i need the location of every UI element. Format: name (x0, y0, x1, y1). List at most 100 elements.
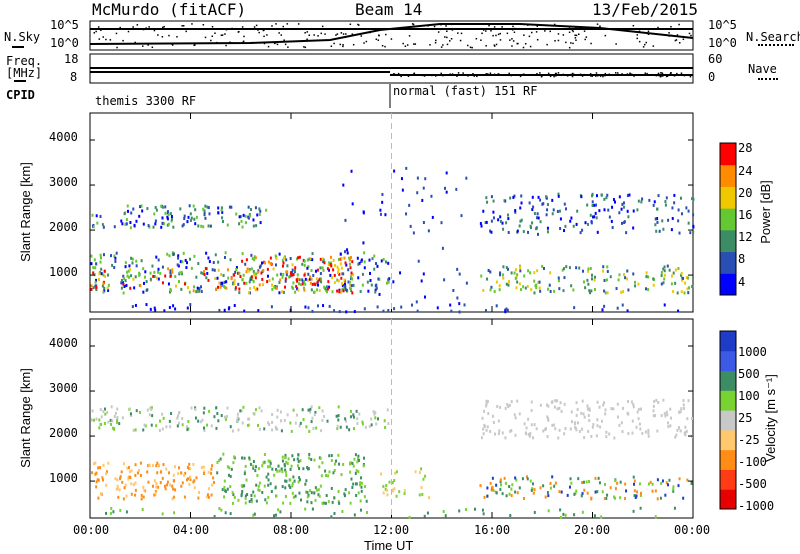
heatmap-cell (267, 465, 270, 469)
heatmap-cell (658, 229, 661, 233)
heatmap-cell (670, 416, 673, 420)
nsearch-dot (231, 42, 234, 44)
heatmap-cell (165, 425, 168, 429)
heatmap-cell (338, 501, 341, 505)
heatmap-cell (553, 289, 556, 293)
heatmap-cell (102, 225, 105, 229)
heatmap-cell (119, 508, 122, 512)
heatmap-cell (282, 272, 285, 276)
heatmap-cell (682, 276, 685, 280)
heatmap-cell (640, 491, 643, 495)
heatmap-cell (530, 400, 533, 404)
heatmap-cell (189, 303, 192, 307)
heatmap-cell (175, 284, 178, 288)
nsearch-dot (557, 39, 560, 42)
heatmap-cell (116, 478, 119, 482)
heatmap-cell (617, 278, 620, 282)
heatmap-cell (595, 194, 598, 198)
nsearch-dot (360, 35, 363, 37)
heatmap-cell (426, 511, 429, 515)
heatmap-cell (600, 419, 603, 423)
nsearch-dot (596, 23, 599, 25)
heatmap-cell (284, 279, 287, 283)
heatmap-cell (581, 492, 584, 496)
nsearch-dot (482, 29, 485, 31)
heatmap-cell (649, 480, 652, 484)
heatmap-cell (312, 291, 315, 295)
heatmap-cell (136, 471, 139, 475)
heatmap-cell (541, 264, 544, 268)
heatmap-cell (588, 418, 591, 422)
heatmap-cell (513, 413, 516, 417)
heatmap-cell (664, 200, 667, 204)
heatmap-cell (537, 281, 540, 285)
nave-dot (390, 73, 393, 76)
heatmap-cell (428, 496, 431, 500)
nave-dot (472, 74, 475, 76)
heatmap-cell (345, 419, 348, 423)
heatmap-cell (278, 280, 281, 284)
heatmap-cell (95, 284, 98, 288)
heatmap-cell (387, 308, 390, 312)
heatmap-cell (582, 412, 585, 416)
nave-dot (659, 75, 662, 78)
heatmap-cell (685, 429, 688, 433)
heatmap-cell (495, 491, 498, 495)
heatmap-cell (504, 436, 507, 440)
heatmap-cell (676, 428, 679, 432)
heatmap-cell (130, 492, 133, 496)
heatmap-cell (557, 436, 560, 440)
heatmap-cell (197, 224, 200, 228)
power-cb-tick-24: 24 (738, 164, 753, 178)
heatmap-cell (603, 208, 606, 212)
heatmap-cell (267, 478, 270, 482)
heatmap-cell (102, 463, 105, 467)
heatmap-cell (313, 282, 316, 286)
heatmap-cell (645, 271, 648, 275)
heatmap-cell (586, 222, 589, 226)
heatmap-cell (242, 213, 245, 217)
heatmap-cell (499, 215, 502, 219)
heatmap-cell (575, 428, 578, 432)
heatmap-cell (522, 285, 525, 289)
heatmap-cell (304, 507, 307, 511)
heatmap-cell (479, 484, 482, 488)
heatmap-cell (637, 199, 640, 203)
heatmap-cell (519, 219, 522, 223)
heatmap-cell (210, 424, 213, 428)
heatmap-cell (102, 253, 105, 257)
heatmap-cell (254, 288, 257, 292)
heatmap-cell (382, 491, 385, 495)
nsearch-dot (229, 41, 231, 44)
heatmap-cell (276, 415, 279, 419)
heatmap-cell (341, 509, 344, 513)
nsearch-dot (283, 39, 285, 41)
heatmap-cell (125, 283, 128, 287)
heatmap-cell (122, 291, 125, 295)
nsearch-dot (363, 42, 365, 44)
heatmap-cell (363, 495, 366, 499)
nave-dot (473, 75, 476, 77)
heatmap-cell (130, 256, 133, 260)
heatmap-cell (320, 429, 323, 433)
heatmap-cell (363, 260, 366, 264)
heatmap-cell (505, 494, 508, 498)
heatmap-cell (632, 402, 635, 406)
heatmap-cell (481, 416, 484, 420)
heatmap-cell (186, 306, 189, 310)
heatmap-cell (289, 486, 292, 489)
power-ytick-1000: 1000 (49, 265, 78, 279)
heatmap-cell (251, 257, 254, 261)
heatmap-cell (210, 493, 213, 497)
heatmap-cell (214, 277, 217, 281)
nsearch-dot (105, 43, 108, 45)
heatmap-cell (255, 499, 258, 503)
nave-dot (536, 73, 538, 75)
heatmap-cell (626, 309, 629, 313)
heatmap-cell (599, 425, 602, 429)
heatmap-cell (236, 271, 239, 275)
heatmap-cell (294, 421, 297, 425)
heatmap-cell (345, 310, 348, 314)
heatmap-cell (570, 216, 573, 220)
heatmap-cell (586, 278, 589, 282)
